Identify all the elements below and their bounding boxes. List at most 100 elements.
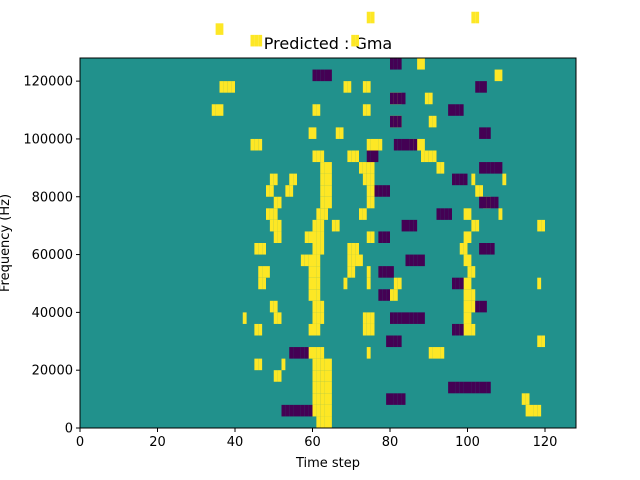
heatmap-cell-high: [320, 381, 325, 394]
heatmap-cell-high: [269, 300, 274, 313]
heatmap-cell-high: [537, 335, 542, 348]
heatmap-cell-high: [304, 254, 309, 267]
heatmap-cell-low: [409, 138, 414, 151]
heatmap-cell-high: [359, 254, 363, 267]
heatmap-cell-high: [463, 208, 468, 220]
heatmap-cell-high: [463, 289, 468, 301]
heatmap-cell-high: [324, 404, 328, 417]
heatmap-cell-low: [467, 381, 472, 394]
heatmap-cell-high: [366, 266, 371, 278]
heatmap-cell-high: [525, 404, 530, 417]
heatmap-cell-low: [390, 393, 394, 405]
heatmap-cell-low: [382, 266, 387, 278]
heatmap-cell-high: [475, 185, 480, 197]
heatmap-cell-high: [254, 138, 259, 151]
heatmap-cell-high: [324, 416, 328, 428]
heatmap-cell-high: [351, 254, 356, 267]
heatmap-cell-high: [541, 219, 545, 232]
heatmap-cell-low: [417, 312, 421, 324]
heatmap-cell-high: [475, 219, 480, 232]
heatmap-cell-high: [316, 150, 321, 163]
heatmap-cell-high: [324, 381, 328, 394]
heatmap-cell-high: [347, 266, 352, 278]
heatmap-cell-high: [273, 231, 278, 243]
heatmap-cell-low: [490, 196, 495, 209]
heatmap-cell-high: [269, 208, 274, 220]
heatmap-cell-high: [254, 323, 259, 336]
heatmap-cell-high: [343, 81, 348, 93]
heatmap-cell-high: [471, 289, 476, 301]
chart-title: Predicted : Gma: [264, 34, 392, 53]
heatmap-cell-high: [328, 416, 332, 428]
heatmap-cell-high: [312, 381, 317, 394]
heatmap-cell-low: [405, 219, 410, 232]
heatmap-cell-high: [362, 173, 367, 186]
heatmap-cell-high: [359, 162, 363, 174]
heatmap-cell-high: [273, 208, 278, 220]
heatmap-cell-high: [378, 138, 383, 151]
heatmap-cell-low: [483, 81, 487, 93]
heatmap-cell-low: [405, 254, 410, 267]
heatmap-cell-high: [436, 347, 441, 359]
heatmap-cell-high: [370, 185, 375, 197]
heatmap-cell-low: [393, 312, 398, 324]
heatmap-cell-high: [537, 219, 542, 232]
heatmap-cell-low: [421, 254, 425, 267]
heatmap-cell-high: [316, 104, 321, 116]
x-tick-label: 100: [455, 435, 480, 450]
heatmap-cell-high: [324, 208, 328, 220]
heatmap-cell-low: [452, 277, 456, 290]
plot-area: [79, 11, 577, 429]
heatmap-cell-high: [502, 173, 507, 186]
heatmap-cell-high: [231, 81, 235, 93]
heatmap-cell-high: [362, 312, 367, 324]
y-axis-title: Frequency (Hz): [0, 194, 13, 292]
heatmap-cell-low: [475, 81, 480, 93]
heatmap-cell-high: [277, 196, 282, 209]
x-axis: 0 20 40 60 80 100 120: [76, 428, 557, 450]
heatmap-cell-low: [455, 104, 460, 116]
heatmap-cell-high: [242, 312, 247, 324]
heatmap-cell-high: [359, 208, 363, 220]
heatmap-cell-high: [312, 393, 317, 405]
y-tick-label: 20000: [32, 364, 73, 379]
heatmap-cell-high: [262, 266, 266, 278]
heatmap-cell-low: [486, 243, 491, 255]
heatmap-cell-low: [390, 58, 394, 70]
heatmap-cell-high: [328, 393, 332, 405]
heatmap-cell-high: [351, 150, 356, 163]
heatmap-cell-low: [498, 162, 503, 174]
heatmap-cell-low: [448, 104, 452, 116]
heatmap-cell-high: [366, 312, 371, 324]
heatmap-cell-high: [312, 219, 317, 232]
heatmap-cell-low: [401, 219, 406, 232]
heatmap-cell-low: [494, 162, 499, 174]
heatmap-cell-low: [483, 162, 487, 174]
heatmap-cell-low: [413, 138, 418, 151]
heatmap-cell-high: [316, 312, 321, 324]
x-tick-label: 0: [76, 435, 84, 450]
heatmap-cell-high: [467, 289, 472, 301]
heatmap-cell-low: [463, 381, 468, 394]
heatmap-cell-high: [467, 300, 472, 313]
heatmap-cell-low: [382, 185, 387, 197]
heatmap-cell-high: [328, 173, 332, 186]
heatmap-cell-high: [343, 277, 348, 290]
heatmap-cell-low: [397, 92, 402, 105]
heatmap-cell-high: [366, 323, 371, 336]
heatmap-cell-high: [324, 358, 328, 371]
heatmap-cell-high: [316, 243, 321, 255]
heatmap-cell-high: [289, 173, 294, 186]
heatmap-cell-high: [258, 358, 263, 371]
heatmap-cell-low: [382, 231, 387, 243]
low-cells-layer: [281, 58, 503, 417]
heatmap-cell-high: [215, 23, 220, 35]
heatmap-cell-low: [397, 312, 402, 324]
heatmap-cell-high: [320, 162, 325, 174]
heatmap-cell-high: [312, 104, 317, 116]
heatmap-cell-high: [324, 196, 328, 209]
heatmap-cell-high: [494, 69, 499, 82]
heatmap-cell-high: [320, 219, 325, 232]
heatmap-cell-high: [475, 11, 480, 24]
heatmap-cell-low: [320, 69, 325, 82]
